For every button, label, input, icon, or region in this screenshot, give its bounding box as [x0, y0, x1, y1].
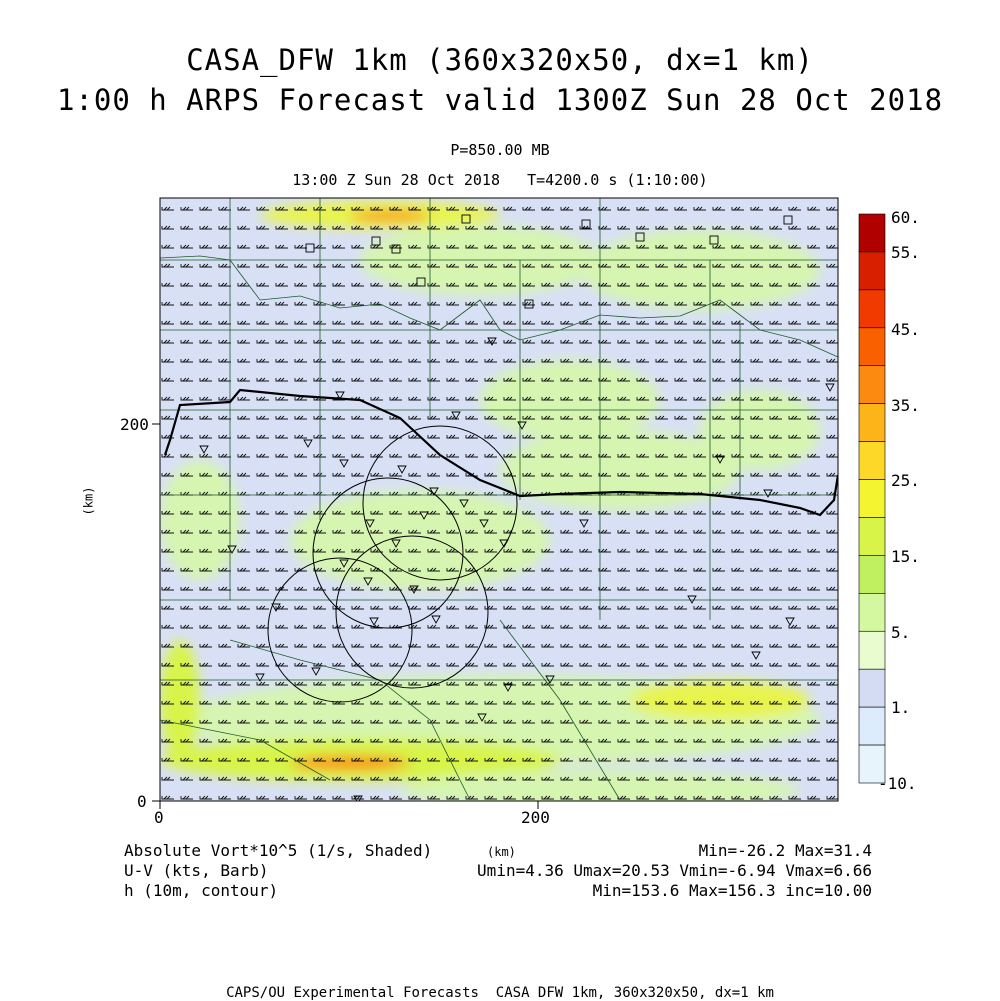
valid-time-label: 13:00 Z Sun 28 Oct 2018 T=4200.0 s (1:10… [292, 171, 708, 189]
colorbar-segment [858, 593, 886, 632]
legend-contour-stats: Min=153.6 Max=156.3 inc=10.00 [592, 881, 872, 900]
legend-barb-variable: U-V (kts, Barb) [124, 861, 269, 880]
colorbar-segment [858, 365, 886, 404]
pressure-level-label: P=850.00 MB [450, 141, 550, 159]
colorbar-label: 55. [891, 243, 920, 262]
map-title-line1: CASA_DFW 1km (360x320x50, dx=1 km) [186, 43, 814, 77]
legend-shaded-stats: Min=-26.2 Max=31.4 [698, 841, 872, 860]
colorbar [858, 213, 886, 784]
x-axis-label: (km) [487, 845, 516, 859]
colorbar-segment [858, 403, 886, 442]
legend-contour-variable: h (10m, contour) [124, 881, 279, 900]
colorbar-segment [858, 630, 886, 670]
colorbar-label: 15. [891, 547, 920, 566]
colorbar-label: 5. [891, 623, 911, 642]
colorbar-segment [858, 668, 886, 708]
colorbar-segment [858, 706, 886, 746]
y-axis-label: (km) [81, 486, 96, 516]
colorbar-segment [858, 517, 886, 556]
y-tick-label: 200 [120, 415, 149, 434]
colorbar-segment [858, 744, 886, 784]
map-title-line2: 1:00 h ARPS Forecast valid 1300Z Sun 28 … [56, 83, 944, 117]
colorbar-segment [858, 479, 886, 518]
colorbar-label: -10. [878, 774, 917, 793]
colorbar-segment [858, 213, 886, 253]
colorbar-label: 45. [891, 320, 920, 339]
plot-frame [159, 197, 839, 802]
colorbar-label: 1. [891, 698, 911, 717]
x-tick-label: 200 [521, 808, 550, 827]
x-tick-label: 0 [154, 808, 164, 827]
vorticity-shading [160, 198, 838, 801]
colorbar-segment [858, 555, 886, 594]
y-tick-label: 0 [137, 792, 147, 811]
legend-shaded-variable: Absolute Vort*10^5 (1/s, Shaded) [124, 841, 433, 860]
colorbar-label: 35. [891, 396, 920, 415]
legend-barb-stats: Umin=4.36 Umax=20.53 Vmin=-6.94 Vmax=6.6… [477, 861, 872, 880]
footer-credit: CAPS/OU Experimental Forecasts CASA DFW … [226, 985, 774, 1001]
colorbar-label: 25. [891, 471, 920, 490]
colorbar-segment [858, 441, 886, 480]
colorbar-segment [858, 251, 886, 291]
colorbar-segment [858, 327, 886, 367]
colorbar-label: 60. [891, 208, 920, 227]
colorbar-segment [858, 289, 886, 329]
